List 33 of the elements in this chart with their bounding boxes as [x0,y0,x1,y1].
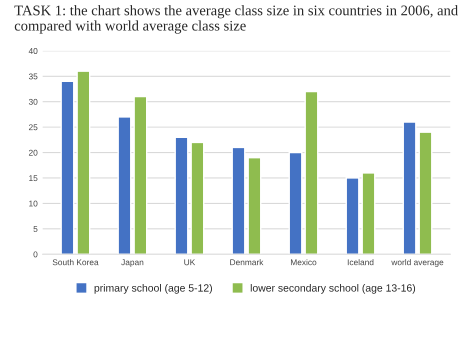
bar [232,146,246,254]
bar [76,70,90,254]
y-tick-label: 25 [28,124,38,130]
y-tick-label: 10 [29,200,38,206]
x-tick-label: Iceland [348,259,374,266]
bar [133,96,148,254]
y-tick-label: 15 [29,175,38,182]
x-tick-label: world average [391,259,444,267]
bar [362,172,376,254]
y-tick-label: 20 [28,150,38,156]
y-tick-label: 35 [28,73,38,80]
y-tick-label: 5 [34,226,38,232]
bar [304,90,318,254]
bar [346,177,360,254]
chart-title: TASK 1: the chart shows the average class size in six countries in 2006, and compared with world average class size [14,5,458,34]
x-tick-label: Mexico [290,259,316,266]
bar [418,132,432,254]
bar [247,156,262,254]
bar [190,142,204,254]
bar [118,116,132,254]
y-tick-label: 0 [33,251,38,258]
x-tick-label: South Korea [52,259,99,266]
legend-label: lower secondary school (age 13-16) [250,284,416,294]
y-tick-label: 30 [28,98,38,105]
x-tick-label: Denmark [230,259,264,266]
legend-label: primary school (age 5-12) [94,284,212,294]
y-tick-label: 40 [28,48,38,54]
bar [174,136,188,254]
x-tick-label: Japan [121,259,144,267]
bar [402,121,416,254]
bar [288,152,302,254]
bar [60,80,74,254]
x-tick-label: UK [184,259,196,266]
